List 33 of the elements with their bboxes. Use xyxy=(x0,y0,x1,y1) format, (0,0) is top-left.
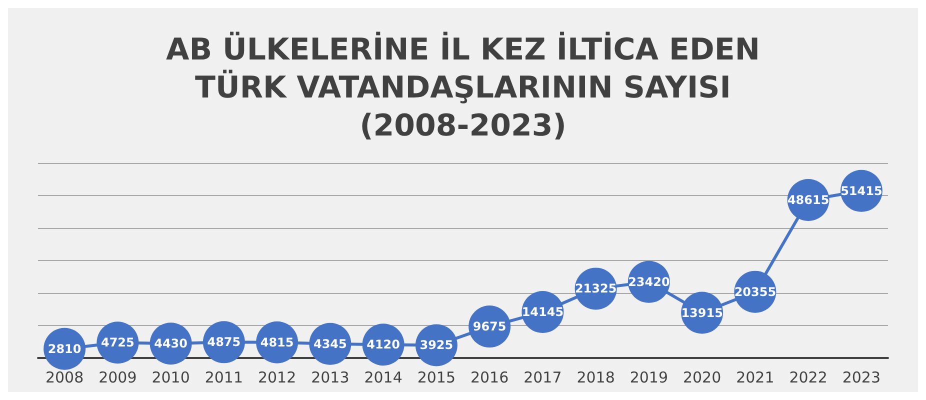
data-label: 13915 xyxy=(681,306,723,320)
x-tick-label: 2020 xyxy=(682,368,722,386)
x-tick-label: 2011 xyxy=(204,368,244,386)
x-tick-label: 2014 xyxy=(364,368,402,386)
x-tick-label: 2018 xyxy=(576,368,615,386)
data-label: 4430 xyxy=(154,336,188,351)
data-label: 4345 xyxy=(313,336,347,351)
data-label: 4815 xyxy=(260,335,294,350)
data-label: 9675 xyxy=(472,320,506,334)
chart-title: AB ÜLKELERİNE İL KEZ İLTİCA EDEN TÜRK VATANDAŞLARININ SAYISI (2008-2023) xyxy=(166,32,760,144)
data-label: 3925 xyxy=(420,338,454,352)
data-label: 48615 xyxy=(787,193,830,207)
x-tick-label: 2009 xyxy=(98,368,137,386)
data-label: 21325 xyxy=(574,282,617,296)
x-tick-label: 2019 xyxy=(630,368,668,386)
data-label: 23420 xyxy=(628,274,670,289)
data-label: 2810 xyxy=(48,342,82,356)
x-tick-label: 2023 xyxy=(842,368,881,386)
data-label: 14145 xyxy=(522,305,564,320)
x-tick-label: 2012 xyxy=(258,368,296,386)
x-tick-label: 2022 xyxy=(789,368,828,386)
x-tick-label: 2015 xyxy=(417,368,456,386)
data-label: 4875 xyxy=(207,335,241,350)
x-tick-label: 2013 xyxy=(311,368,350,386)
x-tick-label: 2010 xyxy=(152,368,190,386)
data-label: 4120 xyxy=(366,338,400,352)
data-label: 51415 xyxy=(840,184,882,198)
x-tick-label: 2016 xyxy=(470,368,509,386)
data-label: 4725 xyxy=(100,336,134,350)
data-label: 20355 xyxy=(734,284,776,299)
x-tick-label: 2017 xyxy=(524,368,562,386)
x-tick-label: 2021 xyxy=(736,368,774,386)
x-tick-label: 2008 xyxy=(45,368,84,386)
